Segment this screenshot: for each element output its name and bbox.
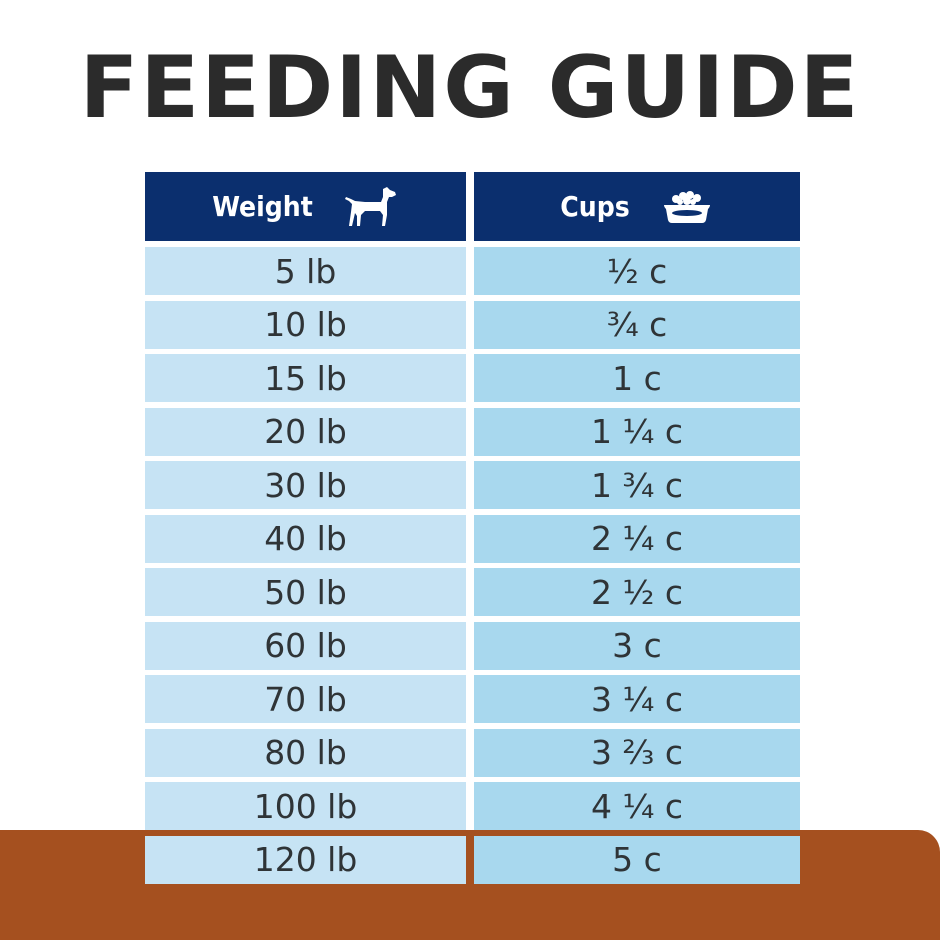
cups-cell: 1 ¼ c <box>474 407 800 456</box>
weight-cell: 30 lb <box>145 461 466 509</box>
weight-cell: 20 lb <box>145 407 466 456</box>
table-row: 15 lb 1 c <box>145 354 800 402</box>
table-header: Weight Cups <box>145 172 800 241</box>
weight-cell: 15 lb <box>145 354 466 402</box>
food-bowl-icon <box>660 187 714 227</box>
weight-cell: 50 lb <box>145 568 466 616</box>
table-row: 50 lb 2 ½ c <box>145 568 800 616</box>
table-row: 120 lb 5 c <box>145 835 800 884</box>
weight-header-label: Weight <box>212 190 313 223</box>
page-title: FEEDING GUIDE <box>79 38 861 138</box>
weight-cell: 5 lb <box>145 247 466 295</box>
weight-cell: 60 lb <box>145 621 466 670</box>
cups-cell: ½ c <box>474 247 800 295</box>
table-row: 40 lb 2 ¼ c <box>145 514 800 563</box>
cups-cell: 3 ¼ c <box>474 675 800 723</box>
table-row: 60 lb 3 c <box>145 621 800 670</box>
weight-cell: 70 lb <box>145 675 466 723</box>
table-row: 80 lb 3 ⅔ c <box>145 728 800 777</box>
cups-cell: 1 ¾ c <box>474 461 800 509</box>
cups-cell: ¾ c <box>474 300 800 349</box>
cups-cell: 4 ¼ c <box>474 782 800 830</box>
table-row: 10 lb ¾ c <box>145 300 800 349</box>
weight-cell: 40 lb <box>145 514 466 563</box>
dog-icon <box>343 185 399 229</box>
cups-cell: 1 c <box>474 354 800 402</box>
weight-cell: 100 lb <box>145 782 466 830</box>
table-row: 30 lb 1 ¾ c <box>145 461 800 509</box>
weight-header: Weight <box>145 172 466 241</box>
cups-header: Cups <box>474 172 800 241</box>
cups-cell: 2 ¼ c <box>474 514 800 563</box>
cups-header-label: Cups <box>560 190 630 223</box>
cups-cell: 2 ½ c <box>474 568 800 616</box>
cups-cell: 3 c <box>474 621 800 670</box>
table-body: 5 lb ½ c 10 lb ¾ c 15 lb 1 c 20 lb 1 ¼ c 30 lb 1 … <box>145 247 800 884</box>
cups-cell: 5 c <box>474 835 800 884</box>
table-row: 5 lb ½ c <box>145 247 800 295</box>
table-row: 70 lb 3 ¼ c <box>145 675 800 723</box>
weight-cell: 80 lb <box>145 728 466 777</box>
table-row: 20 lb 1 ¼ c <box>145 407 800 456</box>
weight-cell: 10 lb <box>145 300 466 349</box>
cups-cell: 3 ⅔ c <box>474 728 800 777</box>
feeding-table: Weight Cups <box>145 172 800 889</box>
table-row: 100 lb 4 ¼ c <box>145 782 800 830</box>
weight-cell: 120 lb <box>145 835 466 884</box>
